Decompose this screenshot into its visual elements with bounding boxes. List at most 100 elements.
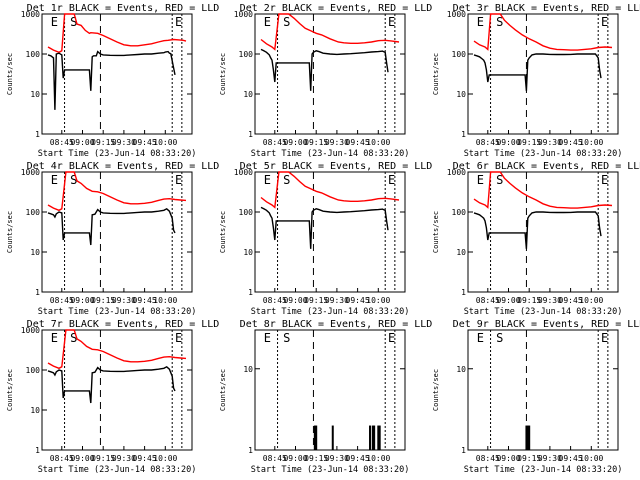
lld-series-line [473, 171, 613, 209]
x-tick-label: 09:00 [70, 296, 94, 305]
marker-label: E [601, 173, 608, 187]
marker-label: S [70, 15, 77, 29]
y-tick-label: 10 [456, 248, 466, 257]
marker-label: S [283, 331, 290, 345]
y-tick-label: 1 [248, 288, 253, 297]
marker-label: E [601, 15, 608, 29]
events-bar [369, 425, 372, 450]
x-tick-label: 09:30 [112, 296, 136, 305]
events-series-line [473, 211, 602, 249]
x-tick-label: 10:00 [153, 454, 177, 463]
x-tick-label: 10:00 [366, 454, 390, 463]
events-bar [378, 425, 381, 450]
x-tick-label: 09:15 [91, 454, 115, 463]
events-bar [371, 425, 374, 450]
plot-frame [41, 13, 193, 135]
marker-label: S [283, 15, 290, 29]
panel-title: Det 4r BLACK = Events, RED = LLD [27, 161, 220, 172]
x-tick-label: 09:15 [304, 296, 328, 305]
y-axis-label: Counts/sec [432, 53, 440, 95]
x-tick-label: 10:00 [579, 138, 603, 147]
plot-frame [467, 13, 619, 135]
x-tick-label: 08:45 [50, 454, 74, 463]
x-tick-label: 09:00 [283, 138, 307, 147]
x-axis-label: Start Time (23-Jun-14 08:33:20) [38, 307, 197, 317]
x-tick-label: 09:30 [112, 138, 136, 147]
lld-series-line [47, 13, 187, 54]
x-tick-label: 08:45 [476, 138, 500, 147]
y-tick-label: 1000 [447, 10, 466, 19]
x-tick-label: 09:45 [346, 454, 370, 463]
x-axis-label: Start Time (23-Jun-14 08:33:20) [38, 149, 197, 159]
y-axis-label: Counts/sec [219, 369, 227, 411]
x-tick-label: 09:15 [517, 454, 541, 463]
x-axis-label: Start Time (23-Jun-14 08:33:20) [464, 149, 623, 159]
x-tick-label: 09:45 [559, 138, 583, 147]
marker-label: S [283, 173, 290, 187]
x-tick-label: 08:45 [50, 296, 74, 305]
events-bar [315, 425, 318, 450]
events-bar [525, 425, 528, 450]
x-tick-label: 09:00 [70, 454, 94, 463]
y-tick-label: 1 [461, 446, 466, 455]
y-axis-label: Counts/sec [6, 211, 14, 253]
events-series-line [47, 50, 176, 110]
plot-frame [467, 171, 619, 293]
y-tick-label: 1 [35, 130, 40, 139]
y-axis-label: Counts/sec [219, 53, 227, 95]
y-tick-label: 100 [452, 50, 467, 59]
x-axis-label: Start Time (23-Jun-14 08:33:20) [251, 465, 410, 475]
x-axis-label: Start Time (23-Jun-14 08:33:20) [251, 307, 410, 317]
y-tick-label: 10 [243, 90, 253, 99]
y-tick-label: 10 [30, 90, 40, 99]
x-tick-label: 09:30 [538, 296, 562, 305]
x-tick-label: 09:15 [304, 454, 328, 463]
panel-4: Det 4r BLACK = Events, RED = LLD Counts/s… [6, 161, 219, 317]
x-axis-label: Start Time (23-Jun-14 08:33:20) [464, 465, 623, 475]
x-tick-label: 09:00 [70, 138, 94, 147]
panel-title: Det 8r BLACK = Events, RED = LLD [240, 319, 433, 330]
marker-label: S [496, 15, 503, 29]
panel-7: Det 7r BLACK = Events, RED = LLD Counts/s… [6, 319, 219, 475]
y-tick-label: 100 [26, 366, 41, 375]
panel-title: Det 7r BLACK = Events, RED = LLD [27, 319, 220, 330]
x-tick-label: 09:00 [496, 296, 520, 305]
y-tick-label: 1000 [447, 168, 466, 177]
marker-label: E [388, 331, 395, 345]
lld-series-line [260, 171, 400, 209]
marker-label: E [175, 331, 182, 345]
y-tick-label: 100 [452, 208, 467, 217]
marker-label: S [496, 331, 503, 345]
x-tick-label: 09:30 [538, 454, 562, 463]
marker-label: E [477, 173, 484, 187]
y-tick-label: 1 [248, 130, 253, 139]
y-tick-label: 1000 [234, 10, 253, 19]
x-tick-label: 10:00 [366, 296, 390, 305]
events-bar [331, 425, 334, 450]
events-series-line [260, 206, 389, 249]
panel-5: Det 5r BLACK = Events, RED = LLD Counts/s… [219, 161, 432, 317]
panel-1: Det 1r BLACK = Events, RED = LLD Counts/s… [6, 3, 219, 159]
events-series-line [473, 53, 602, 91]
x-tick-label: 09:30 [325, 138, 349, 147]
x-tick-label: 09:45 [559, 454, 583, 463]
y-tick-label: 1 [248, 446, 253, 455]
plot-frame [41, 171, 193, 293]
x-tick-label: 10:00 [153, 138, 177, 147]
y-tick-label: 100 [26, 50, 41, 59]
marker-label: E [601, 331, 608, 345]
x-tick-label: 09:30 [325, 296, 349, 305]
x-tick-label: 09:00 [283, 454, 307, 463]
y-tick-label: 1000 [234, 168, 253, 177]
panel-8: Det 8r BLACK = Events, RED = LLD Counts/s… [219, 319, 432, 475]
y-tick-label: 1 [35, 446, 40, 455]
y-axis-label: Counts/sec [432, 369, 440, 411]
lld-series-line [47, 171, 187, 212]
plot-frame [254, 329, 406, 451]
y-tick-label: 1 [35, 288, 40, 297]
events-series-line [260, 48, 389, 91]
y-tick-label: 1 [461, 130, 466, 139]
x-axis-label: Start Time (23-Jun-14 08:33:20) [464, 307, 623, 317]
y-axis-label: Counts/sec [6, 369, 14, 411]
x-tick-label: 10:00 [366, 138, 390, 147]
